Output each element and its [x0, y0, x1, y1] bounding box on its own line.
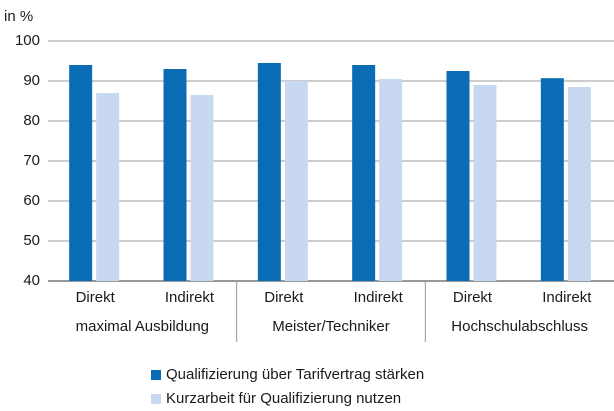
legend-swatch — [151, 394, 161, 404]
group-label: Hochschulabschluss — [451, 318, 588, 335]
y-tick-label: 70 — [23, 152, 40, 169]
group-label: maximal Ausbildung — [76, 318, 209, 335]
x-tick-label: Indirekt — [542, 289, 592, 306]
bar — [473, 85, 497, 281]
legend-swatch — [151, 370, 161, 380]
unit-label: in % — [4, 8, 33, 25]
bar — [446, 71, 470, 281]
group-label: Meister/Techniker — [272, 318, 390, 335]
bar — [567, 87, 591, 281]
legend-label: Kurzarbeit für Qualifizierung nutzen — [166, 390, 401, 407]
bar — [69, 65, 93, 281]
y-tick-label: 90 — [23, 72, 40, 89]
y-tick-label: 60 — [23, 192, 40, 209]
bar — [379, 79, 403, 281]
bar — [284, 81, 308, 281]
y-tick-label: 40 — [23, 272, 40, 289]
bar — [352, 65, 376, 281]
x-tick-label: Indirekt — [165, 289, 215, 306]
bar — [540, 78, 564, 281]
x-tick-label: Direkt — [76, 289, 116, 306]
y-tick-label: 80 — [23, 112, 40, 129]
bar — [257, 63, 281, 281]
legend-label: Qualifizierung über Tarifvertrag stärken — [166, 366, 424, 383]
y-tick-label: 100 — [15, 32, 40, 49]
x-tick-label: Direkt — [264, 289, 304, 306]
bar — [163, 69, 187, 281]
x-tick-label: Direkt — [453, 289, 493, 306]
y-tick-label: 50 — [23, 232, 40, 249]
bar — [190, 95, 214, 281]
x-tick-label: Indirekt — [354, 289, 404, 306]
bar — [96, 93, 120, 281]
